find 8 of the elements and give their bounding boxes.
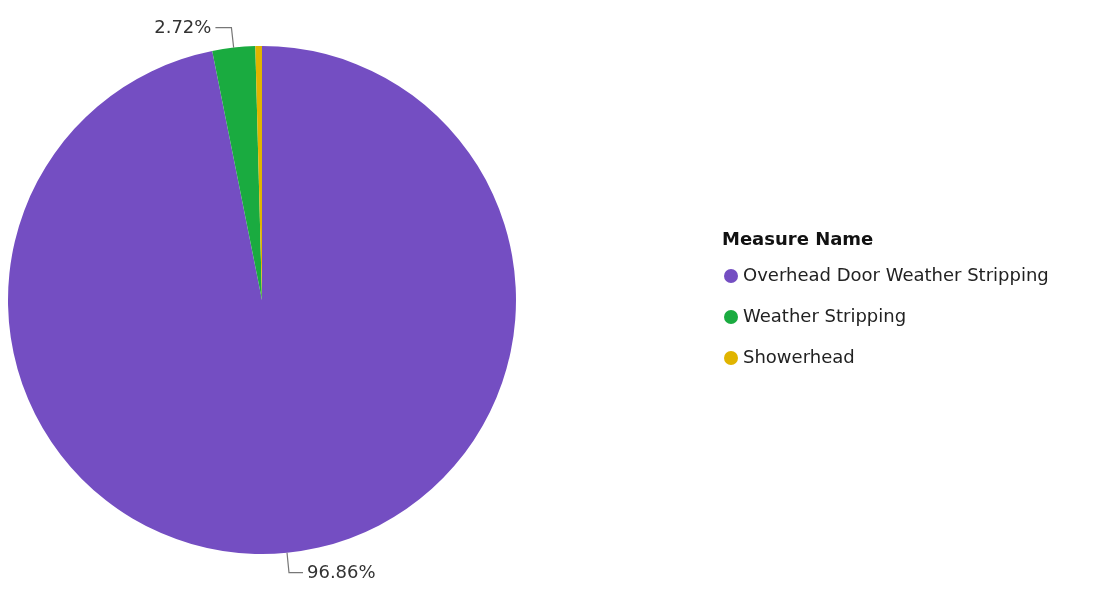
legend-label: Overhead Door Weather Stripping — [743, 264, 1049, 285]
data-label: 96.86% — [306, 560, 376, 582]
legend-label: Showerhead — [743, 346, 855, 367]
legend-title: Measure Name — [722, 228, 874, 249]
pie-slice — [8, 46, 516, 554]
pie-slice — [212, 46, 262, 300]
data-label: 2.72% — [154, 15, 212, 37]
legend-label: Weather Stripping — [743, 305, 907, 326]
